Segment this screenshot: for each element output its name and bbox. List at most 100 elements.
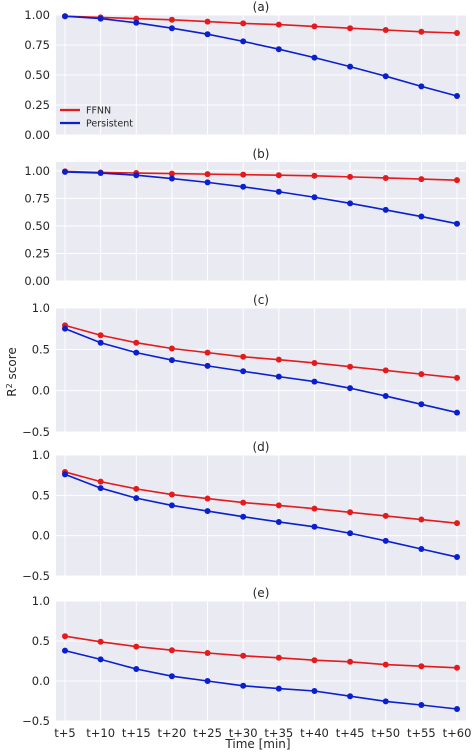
data-point-persistent — [62, 325, 68, 332]
data-point-ffnn — [454, 374, 460, 381]
series-line-persistent — [64, 327, 458, 414]
y-tick-label: 1.00 — [24, 8, 50, 22]
data-point-persistent — [275, 518, 282, 525]
data-point-persistent — [382, 73, 389, 80]
series-line-persistent — [64, 649, 458, 710]
y-tick-label: 1.0 — [32, 594, 50, 608]
panel-4: −0.5 0.0 0.5 1.0 (d) — [22, 440, 466, 583]
data-point-persistent — [168, 502, 175, 509]
data-point-persistent — [97, 339, 104, 346]
y-tick-label: 1.00 — [24, 164, 50, 178]
data-point-ffnn — [133, 643, 140, 650]
y-tick-label: 0.75 — [24, 191, 50, 205]
data-point-persistent — [240, 513, 247, 520]
panel-title: (d) — [253, 440, 270, 454]
series-line-ffnn — [64, 324, 458, 379]
series-line-ffnn — [64, 170, 458, 181]
data-point-persistent — [133, 666, 140, 672]
data-point-ffnn — [240, 499, 247, 506]
data-point-persistent — [62, 13, 68, 20]
series-line-ffnn — [64, 635, 458, 669]
x-tick-label: t+60 — [443, 726, 472, 740]
data-point-ffnn — [204, 171, 211, 178]
y-tick-label: −0.5 — [22, 569, 50, 583]
panels-layer: 0.000.250.500.751.00(a)FFNNPersistent0.0… — [22, 0, 471, 740]
x-tick-label: t+35 — [264, 726, 293, 740]
data-point-persistent — [62, 168, 68, 175]
x-tick-label: t+45 — [336, 726, 365, 740]
data-point-persistent — [454, 409, 460, 416]
data-point-persistent — [418, 702, 425, 708]
data-point-persistent — [347, 385, 354, 392]
panel-2: 0.00 0.25 0.50 0.75 1.00 (b) — [24, 147, 466, 288]
data-point-ffnn — [97, 332, 104, 339]
data-point-ffnn — [454, 177, 460, 184]
data-point-ffnn — [275, 356, 282, 363]
data-point-persistent — [97, 170, 104, 177]
legend-label: Persistent — [86, 119, 133, 130]
y-axis-label-superscript: 2 — [5, 383, 14, 388]
data-point-ffnn — [454, 520, 460, 527]
panel-5: −0.5 0.0 0.5 1.0 (e) — [22, 586, 466, 728]
data-point-ffnn — [168, 16, 175, 23]
data-point-persistent — [204, 362, 211, 369]
y-tick-label: 0.5 — [32, 488, 50, 502]
x-tick-label: t+15 — [122, 726, 151, 740]
data-point-persistent — [311, 378, 318, 385]
y-tick-label: −0.5 — [22, 425, 50, 439]
data-point-ffnn — [240, 20, 247, 27]
data-point-ffnn — [275, 21, 282, 28]
panel-title: (e) — [253, 586, 270, 600]
data-point-ffnn — [418, 663, 425, 670]
y-axis-label-base: R — [5, 388, 19, 396]
data-point-persistent — [133, 19, 140, 26]
y-tick-label: 1.0 — [32, 301, 50, 315]
y-axis-label-rest-text: score — [5, 347, 19, 379]
x-tick-label: t+40 — [300, 726, 329, 740]
legend: FFNN Persistent — [60, 106, 133, 130]
data-point-ffnn — [418, 371, 425, 378]
data-point-persistent — [418, 213, 425, 220]
data-point-ffnn — [168, 345, 175, 352]
series-line-persistent — [64, 15, 458, 97]
data-point-persistent — [418, 83, 425, 90]
data-point-ffnn — [311, 505, 318, 512]
data-point-persistent — [418, 401, 425, 408]
data-point-ffnn — [311, 172, 318, 179]
data-point-ffnn — [382, 174, 389, 181]
data-point-ffnn — [240, 171, 247, 178]
plot-background — [56, 308, 466, 432]
data-point-persistent — [454, 220, 460, 227]
data-point-persistent — [347, 530, 354, 537]
data-point-persistent — [97, 15, 104, 22]
data-point-ffnn — [382, 367, 389, 374]
y-tick-label: 0.00 — [24, 128, 50, 142]
data-point-ffnn — [347, 363, 354, 370]
data-point-persistent — [454, 554, 460, 561]
data-point-ffnn — [168, 491, 175, 498]
data-point-ffnn — [418, 176, 425, 183]
data-point-persistent — [204, 31, 211, 38]
data-point-persistent — [275, 685, 282, 692]
data-point-ffnn — [311, 657, 318, 664]
data-point-persistent — [97, 656, 104, 663]
panel-3: −0.5 0.0 0.5 1.0 (c) — [22, 293, 466, 439]
data-point-persistent — [382, 206, 389, 213]
data-point-ffnn — [382, 512, 389, 519]
data-point-persistent — [168, 25, 175, 32]
panel-title: (c) — [253, 293, 269, 307]
data-point-ffnn — [168, 647, 175, 654]
series-line-persistent — [64, 473, 458, 558]
data-point-persistent — [275, 373, 282, 380]
y-tick-label: 0.75 — [24, 38, 50, 52]
data-point-persistent — [62, 471, 68, 478]
y-tick-label: 0.5 — [32, 634, 50, 648]
data-point-persistent — [418, 545, 425, 552]
data-point-persistent — [382, 537, 389, 544]
data-point-persistent — [240, 682, 247, 689]
data-point-ffnn — [275, 172, 282, 179]
data-point-ffnn — [240, 353, 247, 360]
x-tick-label: t+5 — [54, 726, 75, 740]
data-point-ffnn — [454, 30, 460, 36]
series-line-persistent — [64, 171, 458, 225]
